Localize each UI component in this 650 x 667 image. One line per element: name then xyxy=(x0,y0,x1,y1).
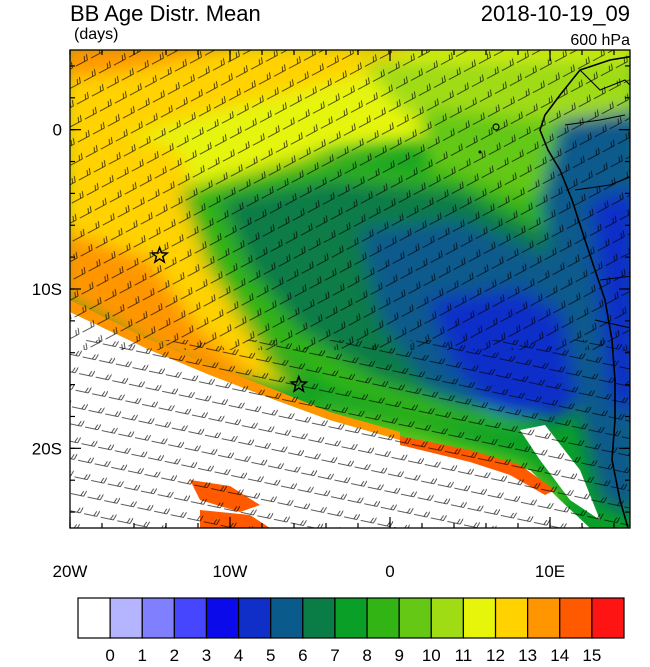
colorbar-swatch xyxy=(366,597,400,639)
colorbar-label: 12 xyxy=(486,646,505,665)
colorbar-label: 4 xyxy=(233,646,244,665)
lon-tick-label: 20W xyxy=(53,562,88,581)
colorbar-swatch xyxy=(237,597,272,639)
axis-ticks xyxy=(69,50,630,528)
colorbar-swatch xyxy=(205,597,240,639)
lat-tick-label: 20S xyxy=(32,439,62,458)
lat-tick-label: 10S xyxy=(32,280,62,299)
colorbar-swatch xyxy=(109,597,143,639)
colorbar-label: 10 xyxy=(421,646,441,665)
colorbar-swatch xyxy=(462,597,497,639)
colorbar-label: 7 xyxy=(330,646,340,665)
colorbar-swatch xyxy=(141,597,175,639)
colorbar-label: 11 xyxy=(454,646,473,665)
colorbar-swatch xyxy=(559,597,593,639)
star-marker xyxy=(149,245,170,264)
colorbar-label: 6 xyxy=(298,646,308,665)
colorbar-label: 3 xyxy=(201,646,212,665)
colorbar-swatch xyxy=(270,597,304,639)
colorbar-swatch xyxy=(398,597,432,639)
colorbar-label: 15 xyxy=(582,646,602,665)
colorbar-swatch xyxy=(527,597,561,639)
colorbar-label: 1 xyxy=(137,646,147,665)
datetime-label: 2018-10-19_09 xyxy=(480,1,630,26)
site-markers xyxy=(149,245,309,393)
colorbar-label: 14 xyxy=(550,646,570,665)
lon-tick-label: 0 xyxy=(385,562,394,581)
colorbar-swatch xyxy=(494,597,529,639)
axis-tick-labels: 20W 10W 0 10E 0 10S 20S xyxy=(32,121,565,581)
colorbar-swatch xyxy=(302,597,336,639)
colorbar-swatch xyxy=(77,597,111,639)
star-marker xyxy=(289,374,309,393)
colorbar xyxy=(77,597,625,639)
lat-tick-label: 0 xyxy=(53,121,62,140)
colorbar-swatch xyxy=(334,597,368,639)
coastline xyxy=(539,55,630,528)
lon-tick-label: 10W xyxy=(213,562,248,581)
colorbar-swatch xyxy=(591,597,625,639)
plot-title: BB Age Distr. Mean xyxy=(70,1,261,26)
colorbar-label: 9 xyxy=(394,646,404,665)
colorbar-swatch xyxy=(430,597,465,639)
colorbar-label: 13 xyxy=(518,646,538,665)
colorbar-swatch xyxy=(173,597,208,639)
units-label: (days) xyxy=(74,26,119,43)
age-field xyxy=(70,50,630,528)
lon-tick-label: 10E xyxy=(535,562,565,581)
colorbar-label: 2 xyxy=(169,646,180,665)
colorbar-label: 8 xyxy=(362,646,372,665)
level-label: 600 hPa xyxy=(570,32,630,49)
colorbar-label: 5 xyxy=(265,646,276,665)
colorbar-label: 0 xyxy=(105,646,115,665)
